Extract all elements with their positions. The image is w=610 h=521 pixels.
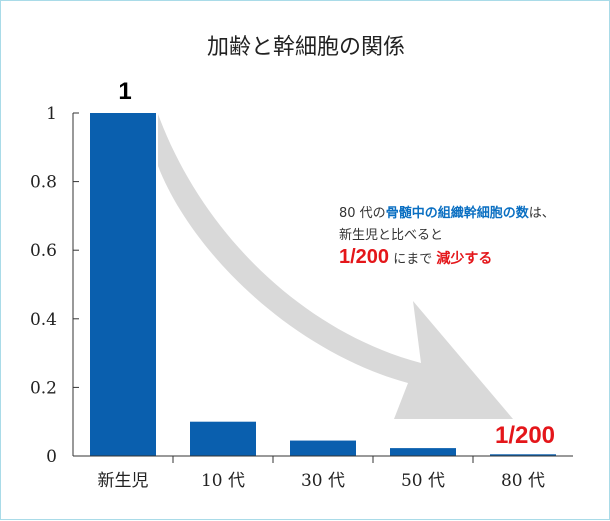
- callout-line-2: 新生児と比べると: [339, 227, 443, 243]
- bar-1: [190, 421, 256, 456]
- callout-line-3: 1/200 にまで 減少する: [339, 246, 492, 268]
- callout-annotation: 80 代の骨髄中の組織幹細胞の数は、 新生児と比べると 1/200 にまで 減少…: [339, 205, 555, 268]
- bar-3: [390, 448, 456, 456]
- x-tick-label: 50 代: [401, 471, 445, 491]
- y-tick-label: 0.8: [30, 173, 57, 193]
- x-tick-label: 10 代: [201, 471, 245, 491]
- callout-line3-mid: にまで: [389, 252, 436, 267]
- y-tick-label: 0.6: [30, 241, 57, 261]
- callout-line-1: 80 代の骨髄中の組織幹細胞の数は、: [339, 205, 555, 221]
- bar-2: [290, 440, 356, 456]
- callout-ratio: 1/200: [339, 246, 389, 268]
- y-tick-label: 0: [46, 447, 57, 467]
- chart-title: 加齢と幹細胞の関係: [207, 35, 405, 60]
- x-axis: 新生児 10 代 30 代 50 代 80 代: [73, 455, 573, 491]
- y-tick-label: 0.2: [30, 378, 57, 398]
- callout-line1-prefix: 80 代の: [339, 206, 386, 221]
- decrease-arrow-icon: [158, 114, 513, 419]
- x-tick-label: 30 代: [301, 471, 345, 491]
- y-axis: 0 0.2 0.4 0.6 0.8 1: [30, 104, 79, 467]
- bar-0: [90, 113, 156, 456]
- bar-4: [490, 454, 556, 456]
- callout-line1-suffix: は、: [529, 206, 555, 221]
- x-tick-label: 80 代: [501, 471, 545, 491]
- x-tick-label: 新生児: [98, 471, 149, 491]
- callout-line1-highlight: 骨髄中の組織幹細胞の数: [386, 205, 530, 221]
- y-tick-label: 0.4: [30, 310, 57, 330]
- bars-group: [90, 113, 556, 456]
- last-bar-value-label: 1/200: [495, 422, 555, 449]
- first-bar-value-label: 1: [118, 78, 131, 105]
- y-tick-label: 1: [46, 104, 57, 124]
- callout-line3-highlight: 減少する: [436, 250, 492, 267]
